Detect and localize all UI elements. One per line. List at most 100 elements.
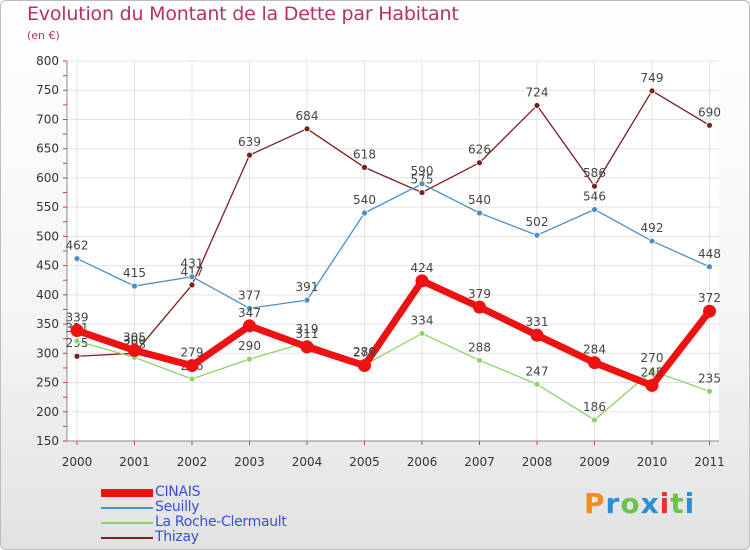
data-point	[361, 163, 368, 171]
data-point	[188, 273, 196, 281]
data-label: 540	[353, 193, 376, 207]
data-label: 690	[698, 105, 721, 119]
x-tick-label: 2002	[177, 455, 208, 469]
data-point	[188, 375, 196, 383]
data-point	[588, 356, 601, 370]
data-label: 379	[468, 287, 491, 301]
data-point	[473, 300, 486, 314]
y-tick-label: 800	[36, 54, 59, 68]
data-label: 424	[411, 261, 434, 275]
data-label: 279	[181, 346, 204, 360]
legend-label: Seuilly	[155, 499, 200, 515]
data-label: 590	[411, 164, 434, 178]
x-tick-label: 2005	[349, 455, 380, 469]
data-point	[128, 343, 141, 357]
data-point	[303, 125, 311, 133]
data-point	[591, 206, 598, 213]
data-point	[648, 87, 656, 95]
data-point	[246, 355, 253, 363]
series-line-cinais	[75, 277, 713, 389]
data-point	[361, 209, 368, 217]
data-label: 448	[698, 247, 721, 261]
data-label: 311	[296, 327, 319, 341]
legend-label: CINAIS	[155, 484, 201, 500]
legend-swatch	[101, 507, 153, 509]
data-point	[591, 416, 598, 424]
x-tick-label: 2009	[579, 455, 610, 469]
legend-swatch	[101, 489, 153, 497]
data-point	[73, 352, 81, 360]
data-label: 502	[526, 215, 549, 229]
data-label: 290	[238, 339, 261, 353]
data-point	[533, 102, 541, 109]
x-tick-label: 2003	[234, 455, 265, 469]
data-label: 372	[698, 291, 721, 305]
data-label: 377	[238, 288, 261, 302]
y-tick-label: 350	[36, 317, 59, 331]
data-point	[533, 231, 541, 239]
data-label: 288	[468, 340, 491, 354]
plot-area	[67, 61, 719, 441]
data-point	[73, 337, 81, 345]
y-tick-label: 750	[36, 83, 59, 97]
data-label: 684	[296, 109, 319, 123]
data-label: 279	[353, 346, 376, 360]
x-tick-label: 2010	[637, 455, 668, 469]
data-point	[246, 151, 253, 159]
data-point	[476, 356, 483, 364]
data-label: 415	[123, 266, 146, 280]
data-point	[648, 367, 656, 375]
x-tick-label: 2000	[62, 455, 93, 469]
data-label: 235	[698, 371, 721, 385]
legend-swatch	[101, 522, 153, 524]
proxiti-logo: Proxiti	[584, 487, 696, 520]
chart-title: Evolution du Montant de la Dette par Hab…	[27, 3, 459, 25]
data-point	[243, 319, 256, 333]
data-label: 431	[181, 257, 204, 271]
data-point	[300, 340, 314, 354]
y-tick-label: 650	[36, 142, 59, 156]
data-point	[358, 359, 371, 373]
data-point	[246, 304, 253, 312]
y-tick-label: 250	[36, 376, 59, 390]
data-label: 347	[238, 306, 261, 320]
y-tick-label: 550	[36, 200, 59, 214]
data-label: 334	[411, 313, 434, 327]
series-line-thizay	[76, 90, 710, 357]
x-tick-label: 2006	[407, 455, 438, 469]
data-label: 575	[411, 173, 434, 187]
y-tick-label: 700	[36, 112, 59, 126]
data-label: 626	[468, 143, 491, 157]
legend-label: Thizay	[155, 529, 199, 545]
data-point	[706, 263, 713, 271]
data-point	[185, 359, 199, 373]
series-line-seuilly	[76, 183, 710, 309]
data-label: 586	[583, 166, 606, 180]
legend-swatch	[101, 537, 153, 539]
data-label: 284	[583, 343, 606, 357]
data-point	[530, 328, 544, 342]
y-tick-label: 500	[36, 229, 59, 243]
data-point	[706, 387, 713, 395]
data-point	[476, 159, 483, 167]
data-point	[591, 182, 598, 190]
data-label: 331	[526, 315, 549, 329]
data-point	[303, 296, 311, 304]
data-point	[648, 237, 656, 245]
series-line-la-roche-clermault	[76, 332, 710, 421]
x-tick-label: 2011	[694, 455, 725, 469]
data-label: 749	[641, 71, 664, 85]
data-point	[73, 255, 81, 263]
data-point	[706, 121, 713, 129]
data-label: 618	[353, 147, 376, 161]
data-label: 339	[66, 311, 89, 325]
data-point	[188, 281, 196, 289]
y-tick-label: 200	[36, 405, 59, 419]
data-label: 245	[641, 365, 664, 379]
data-label: 391	[296, 280, 319, 294]
data-point	[418, 330, 426, 337]
y-tick-label: 600	[36, 171, 59, 185]
data-label: 305	[123, 330, 146, 344]
data-label: 492	[641, 221, 664, 235]
